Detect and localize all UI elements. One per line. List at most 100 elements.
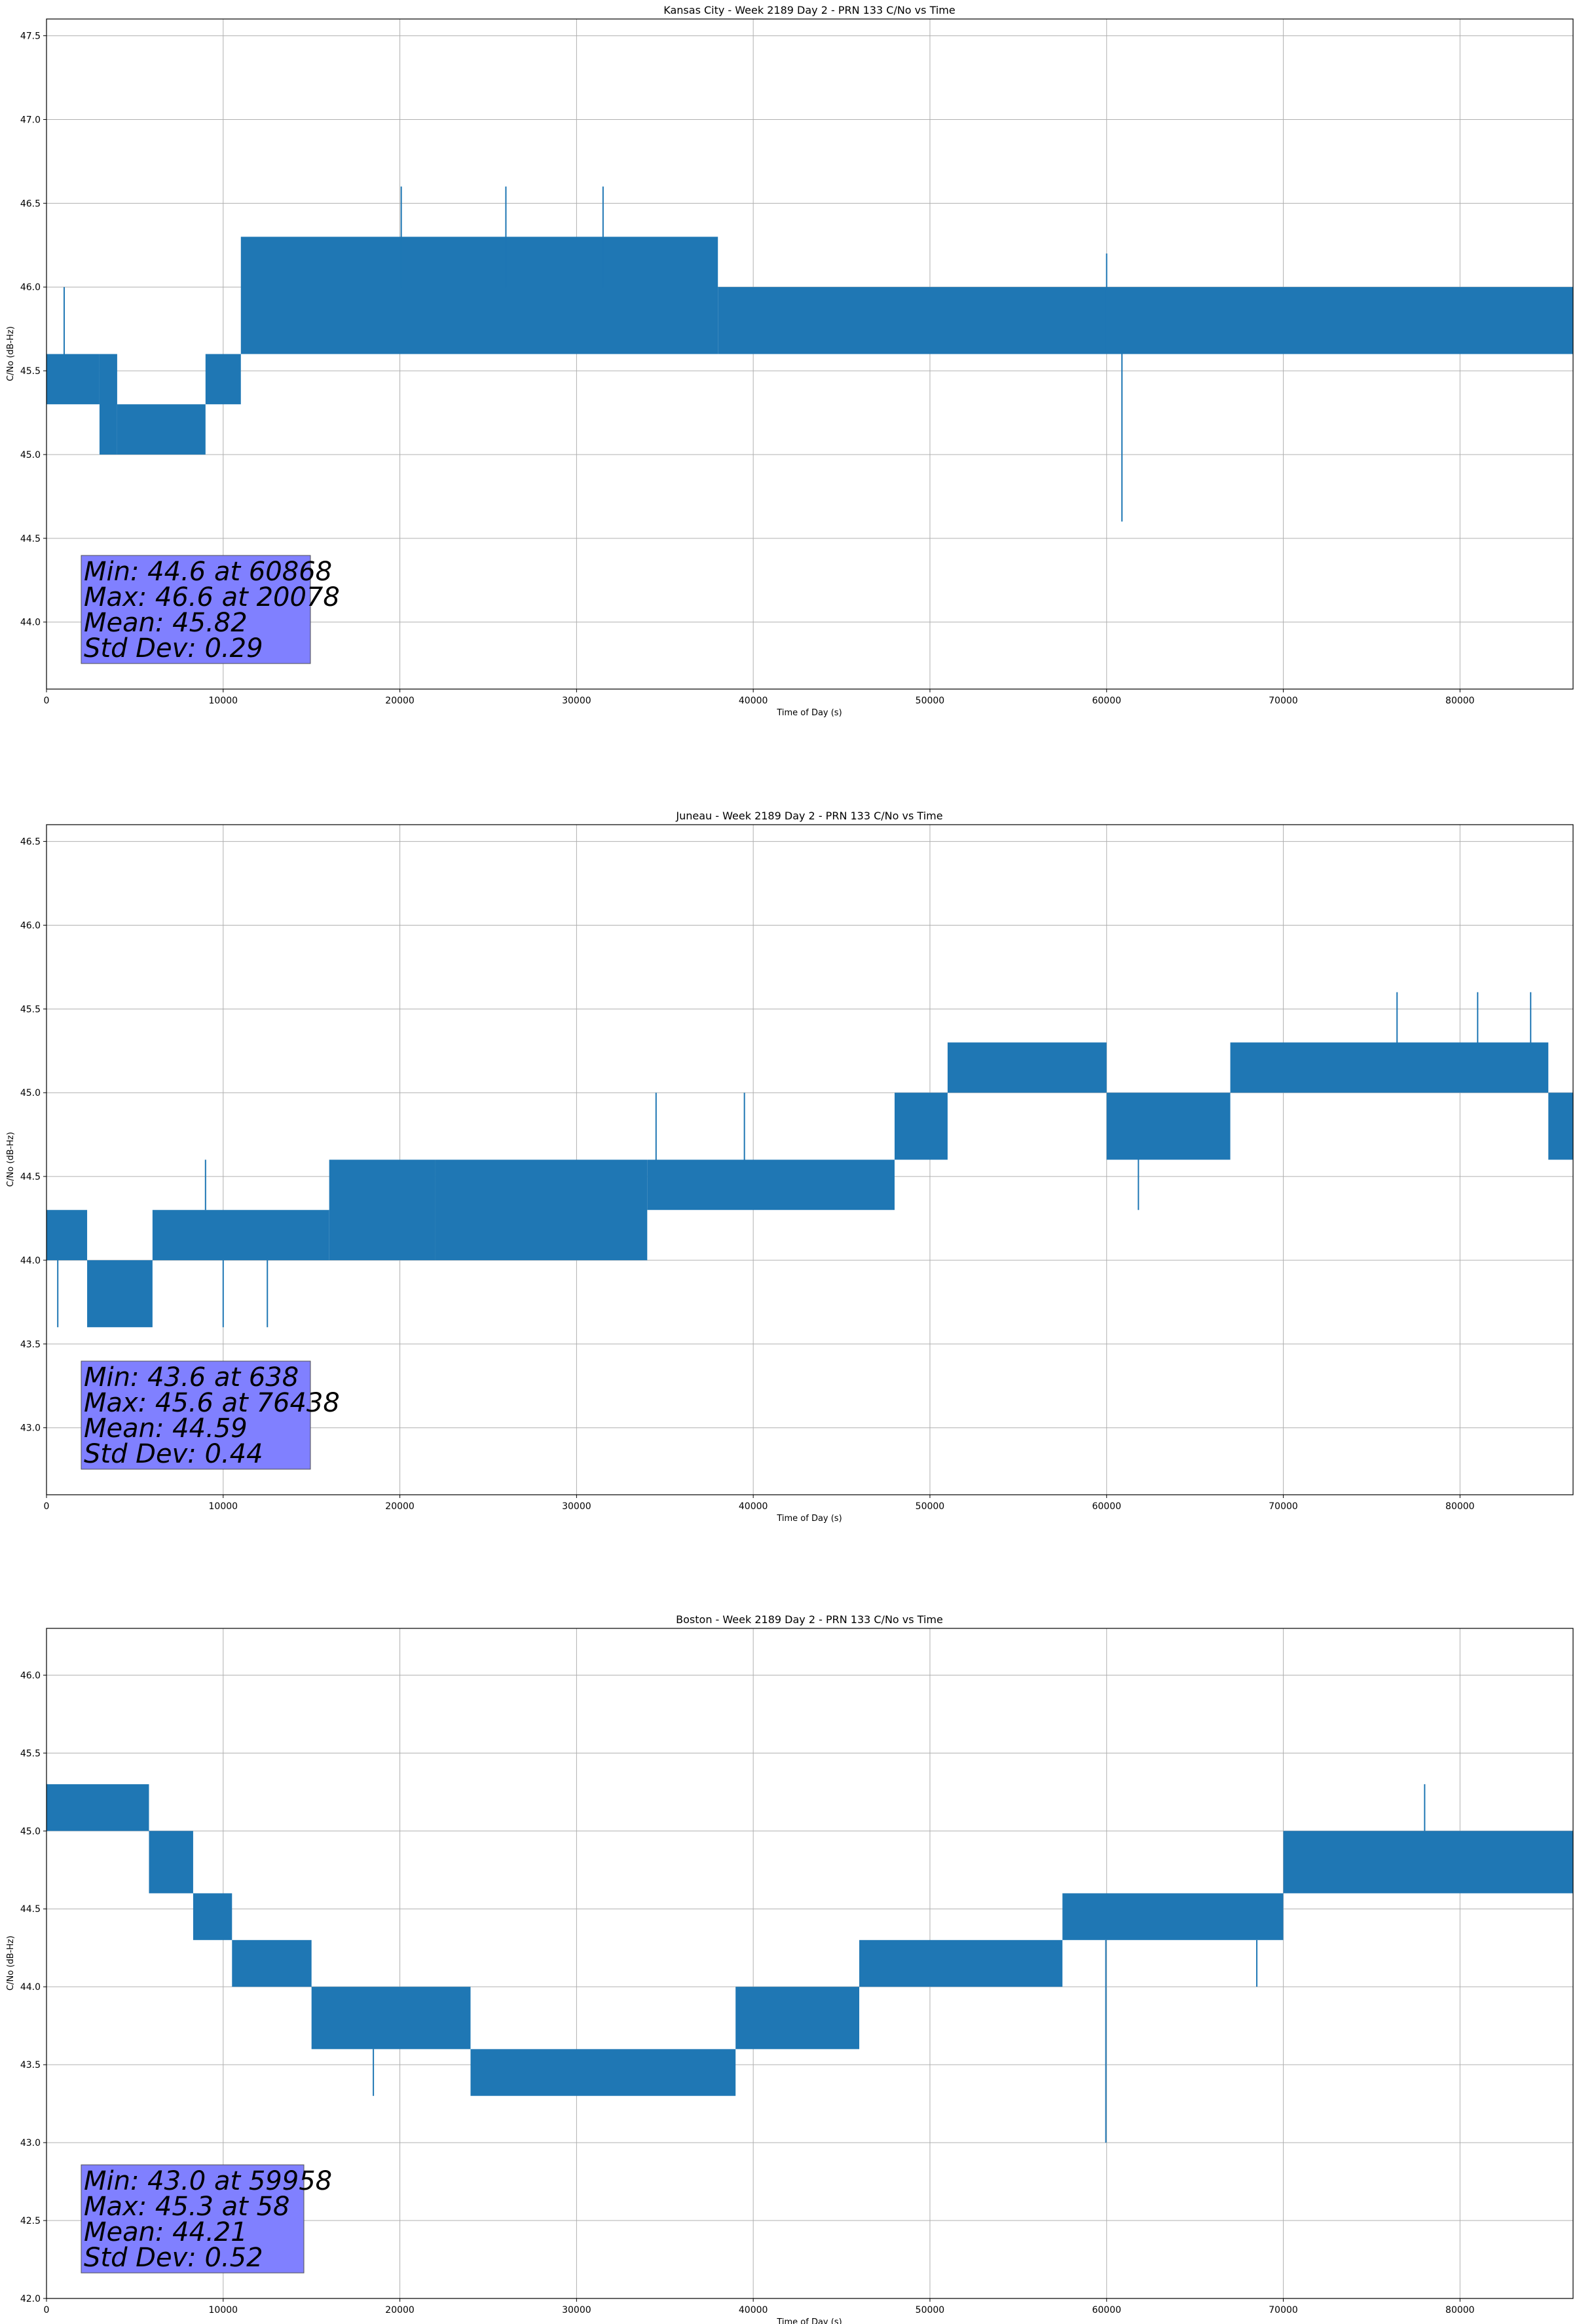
chart-title: Kansas City - Week 2189 Day 2 - PRN 133 … (663, 4, 955, 16)
x-tick-label: 30000 (562, 1501, 591, 1512)
y-tick-label: 44.0 (20, 1256, 41, 1266)
y-tick-label: 47.0 (20, 115, 41, 125)
stats-min: Min: 43.6 at 638 (84, 1362, 299, 1393)
stats-box: Min: 43.6 at 638 Max: 45.6 at 76438 Mean… (81, 1360, 340, 1470)
y-tick-label: 45.5 (20, 1004, 41, 1015)
x-tick-label: 50000 (916, 2305, 945, 2315)
series-band (152, 1210, 329, 1260)
plot-frame (46, 1628, 1574, 2299)
x-tick-label: 60000 (1092, 1501, 1121, 1512)
stats-std-dev: Std Dev: 0.52 (84, 2243, 263, 2273)
data-series (46, 186, 1573, 522)
x-tick-label: 60000 (1092, 696, 1121, 706)
x-tick-label: 10000 (209, 1501, 238, 1512)
series-band (46, 1210, 88, 1260)
x-tick-label: 60000 (1092, 2305, 1121, 2315)
x-tick-label: 0 (44, 2305, 50, 2315)
y-tick-label: 46.0 (20, 920, 41, 931)
stats-mean: Mean: 44.59 (84, 1414, 248, 1444)
x-tick-label: 40000 (739, 1501, 768, 1512)
y-tick-label: 42.0 (20, 2294, 41, 2304)
y-axis-label: C/No (dB-Hz) (6, 1936, 16, 1991)
series-band (1548, 1093, 1573, 1160)
series-band (435, 1159, 648, 1260)
y-tick-label: 43.0 (20, 1423, 41, 1434)
series-band (99, 354, 117, 455)
y-tick-label: 46.0 (20, 1670, 41, 1681)
y-tick-label: 45.0 (20, 1826, 41, 1837)
series-band (1106, 1093, 1231, 1160)
tick-layer: 0 10000 20000 30000 40000 50000 60000 70000 8000… (20, 31, 1475, 706)
stats-box-background (81, 555, 311, 664)
x-tick-label: 30000 (562, 696, 591, 706)
x-tick-label: 40000 (739, 696, 768, 706)
chart-panel-2: Juneau - Week 2189 Day 2 - PRN 133 C/No … (6, 810, 1574, 1524)
x-tick-label: 0 (44, 1501, 50, 1512)
y-tick-label: 43.0 (20, 2138, 41, 2148)
data-series (46, 1784, 1573, 2143)
x-tick-label: 80000 (1445, 696, 1475, 706)
series-band (149, 1831, 193, 1894)
y-tick-label: 44.5 (20, 534, 41, 544)
y-tick-label: 42.5 (20, 2216, 41, 2226)
stats-std-dev: Std Dev: 0.44 (84, 1439, 263, 1469)
x-tick-label: 80000 (1445, 2305, 1475, 2315)
chart-title: Boston - Week 2189 Day 2 - PRN 133 C/No … (676, 1613, 943, 1626)
series-band (205, 354, 241, 405)
y-tick-label: 44.5 (20, 1904, 41, 1915)
x-tick-label: 10000 (209, 696, 238, 706)
series-band (1062, 1893, 1284, 1940)
y-tick-label: 45.5 (20, 1748, 41, 1759)
series-band (647, 1159, 895, 1210)
tick-layer: 0 10000 20000 30000 40000 50000 60000 70000 8000… (20, 1670, 1475, 2315)
series-band (1283, 1831, 1573, 1894)
y-tick-label: 45.0 (20, 1088, 41, 1098)
series-band (329, 1159, 436, 1260)
chart-panel-3: Boston - Week 2189 Day 2 - PRN 133 C/No … (6, 1613, 1574, 2324)
y-tick-label: 45.5 (20, 366, 41, 377)
series-band (718, 287, 1573, 354)
y-tick-label: 46.5 (20, 837, 41, 848)
chart-panel-1: Kansas City - Week 2189 Day 2 - PRN 133 … (6, 4, 1574, 718)
x-tick-label: 70000 (1269, 1501, 1298, 1512)
x-tick-label: 50000 (916, 696, 945, 706)
y-tick-label: 43.5 (20, 2060, 41, 2071)
series-band (117, 404, 206, 455)
y-tick-label: 43.5 (20, 1340, 41, 1350)
stats-max: Max: 45.3 at 58 (84, 2192, 289, 2222)
stats-box-background (81, 2164, 305, 2274)
x-tick-label: 80000 (1445, 1501, 1475, 1512)
plot-frame (46, 18, 1574, 690)
series-band (947, 1042, 1107, 1093)
y-tick-label: 44.5 (20, 1172, 41, 1182)
stats-box-background (81, 1360, 311, 1470)
x-tick-label: 20000 (385, 2305, 415, 2315)
series-band (470, 2049, 736, 2096)
chart-title: Juneau - Week 2189 Day 2 - PRN 133 C/No … (675, 810, 942, 822)
series-band (46, 354, 100, 405)
y-tick-label: 46.0 (20, 282, 41, 293)
stats-mean: Mean: 44.21 (84, 2217, 248, 2247)
series-band (46, 1784, 149, 1831)
stats-max: Max: 46.6 at 20078 (84, 582, 340, 612)
y-tick-label: 44.0 (20, 1982, 41, 1993)
x-axis-label: Time of Day (s) (776, 1514, 842, 1524)
x-tick-label: 20000 (385, 1501, 415, 1512)
x-tick-label: 70000 (1269, 696, 1298, 706)
x-axis-label: Time of Day (s) (776, 2317, 842, 2324)
series-band (87, 1260, 153, 1328)
series-band (193, 1893, 232, 1940)
y-tick-label: 46.5 (20, 198, 41, 209)
series-band (1230, 1042, 1549, 1093)
stats-min: Min: 43.0 at 59958 (84, 2166, 332, 2196)
x-tick-label: 50000 (916, 1501, 945, 1512)
series-band (311, 1987, 471, 2050)
stats-box: Min: 44.6 at 60868 Max: 46.6 at 20078 Me… (81, 555, 340, 664)
plot-frame (46, 824, 1574, 1495)
stats-box: Min: 43.0 at 59958 Max: 45.3 at 58 Mean:… (81, 2164, 332, 2274)
y-axis-label: C/No (dB-Hz) (6, 1132, 16, 1187)
tick-layer: 0 10000 20000 30000 40000 50000 60000 70000 8000… (20, 837, 1475, 1512)
y-tick-label: 44.0 (20, 618, 41, 628)
series-band (735, 1987, 860, 2050)
